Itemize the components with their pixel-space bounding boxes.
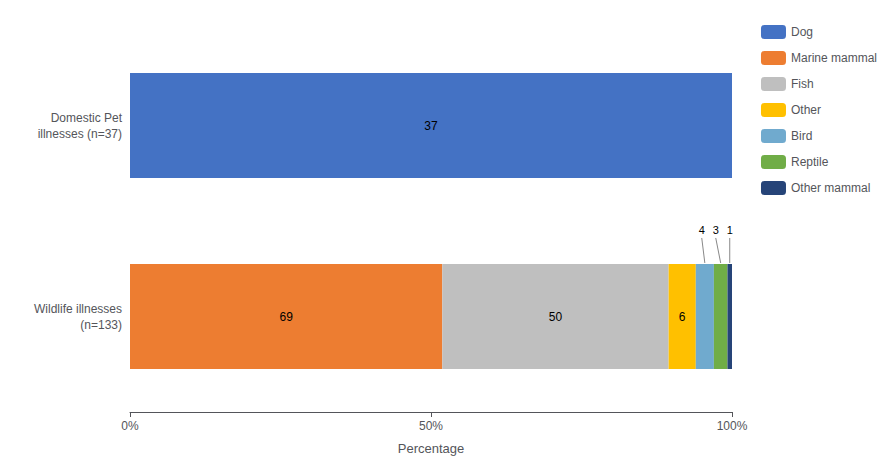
svg-text:3: 3 xyxy=(713,224,719,236)
svg-text:Bird: Bird xyxy=(791,129,812,143)
svg-text:1: 1 xyxy=(727,224,733,236)
svg-text:50%: 50% xyxy=(419,419,443,433)
svg-text:Fish: Fish xyxy=(791,77,814,91)
svg-text:illnesses (n=37): illnesses (n=37) xyxy=(38,127,122,141)
svg-text:37: 37 xyxy=(424,119,438,133)
svg-text:Reptile: Reptile xyxy=(791,155,829,169)
svg-text:4: 4 xyxy=(699,224,705,236)
svg-text:Other: Other xyxy=(791,103,821,117)
svg-text:(n=133): (n=133) xyxy=(80,318,122,332)
svg-text:Dog: Dog xyxy=(791,25,813,39)
svg-text:69: 69 xyxy=(279,310,293,324)
svg-text:Percentage: Percentage xyxy=(398,441,465,456)
svg-text:Wildlife illnesses: Wildlife illnesses xyxy=(34,302,122,316)
svg-text:0%: 0% xyxy=(121,419,139,433)
svg-text:6: 6 xyxy=(679,310,686,324)
svg-text:Other mammal: Other mammal xyxy=(791,181,870,195)
svg-text:Marine mammal: Marine mammal xyxy=(791,51,877,65)
svg-text:100%: 100% xyxy=(717,419,748,433)
svg-text:Domestic Pet: Domestic Pet xyxy=(51,111,123,125)
svg-text:50: 50 xyxy=(549,310,563,324)
